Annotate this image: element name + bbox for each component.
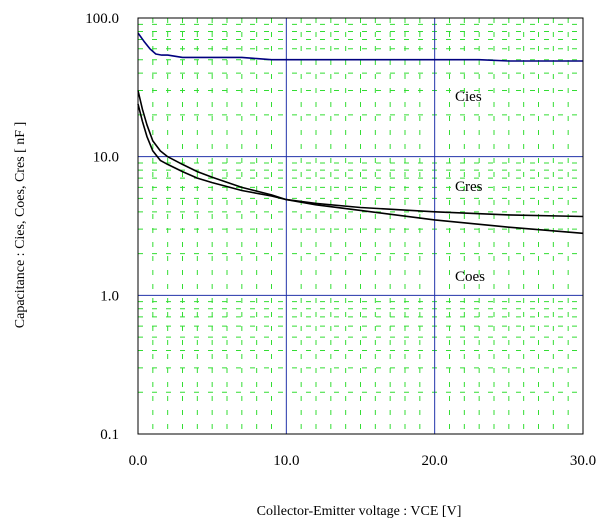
x-axis-title: Collector-Emitter voltage : VCE [V] xyxy=(257,504,462,519)
y-tick-label: 1.0 xyxy=(100,288,119,304)
annotation-cres: Cres xyxy=(455,179,483,195)
x-tick-label: 10.0 xyxy=(273,453,299,469)
x-tick-label: 20.0 xyxy=(422,453,448,469)
annotation-cies: Cies xyxy=(455,89,482,105)
y-tick-label: 100.0 xyxy=(85,11,119,27)
tick-labels: 0.0 10.0 20.0 30.0 0.1 1.0 10.0 100.0 xyxy=(85,11,596,469)
grid xyxy=(138,18,583,434)
x-tick-label: 30.0 xyxy=(570,453,596,469)
series-line-coes xyxy=(138,104,583,233)
annotation-coes: Coes xyxy=(455,269,485,285)
y-axis-title: Capacitance : Cies, Coes, Cres [ nF ] xyxy=(13,122,28,328)
y-tick-label: 0.1 xyxy=(100,427,119,443)
series-line-cres xyxy=(138,91,583,217)
x-tick-label: 0.0 xyxy=(129,453,148,469)
y-tick-label: 10.0 xyxy=(93,150,119,166)
